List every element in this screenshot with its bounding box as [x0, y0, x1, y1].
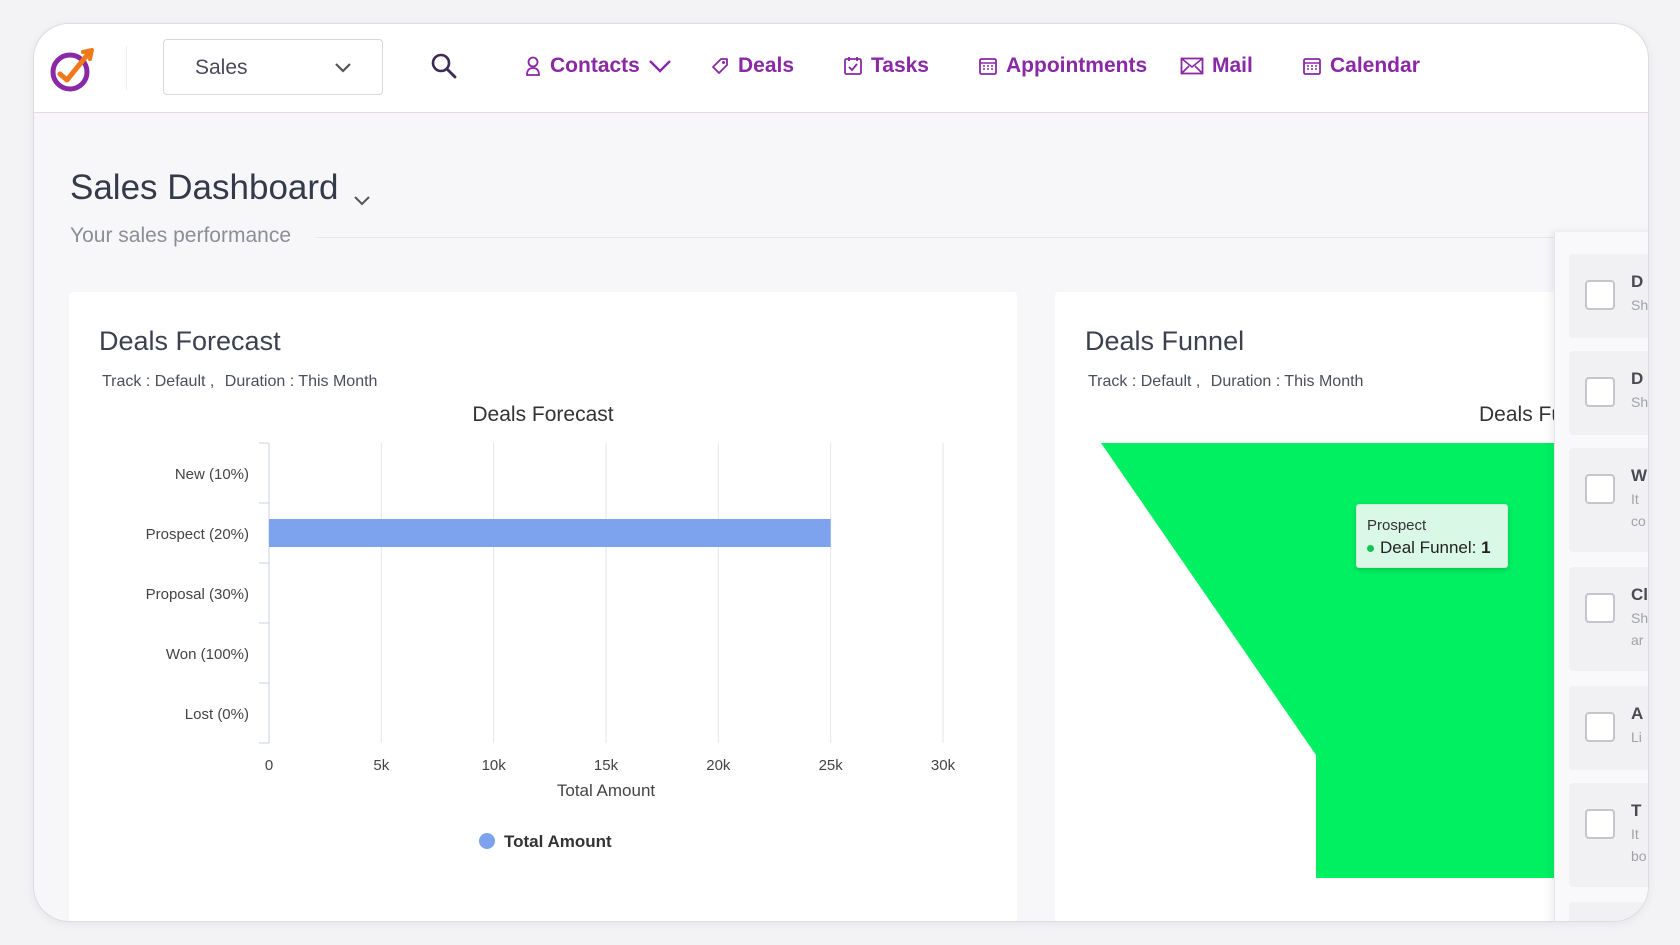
widget-picker-panel: D Sh D Sh W It co Cl Sh ar A Li T It bo	[1554, 232, 1649, 921]
widget-option-description: ar	[1631, 632, 1644, 648]
widget-option-description: co	[1631, 513, 1646, 529]
nav-tasks[interactable]: Tasks	[843, 54, 929, 78]
calendar-grid-icon	[979, 58, 997, 75]
widget-option-description: Sh	[1631, 610, 1649, 626]
y-tick-label: Won (100%)	[166, 646, 249, 663]
widget-option-item[interactable]	[1569, 902, 1648, 921]
nav-mail[interactable]: Mail	[1180, 54, 1253, 78]
task-icon	[844, 57, 862, 75]
widget-option-title: A	[1631, 704, 1644, 723]
deals-funnel-card: Deals Funnel Track : Default , Duration …	[1055, 292, 1615, 921]
widget-checkbox[interactable]	[1585, 593, 1615, 623]
legend-label: Total Amount	[504, 832, 612, 851]
chart-title: Deals Fu	[1479, 403, 1563, 426]
track-label: Track : Default ,	[1088, 373, 1201, 390]
mail-icon	[1180, 57, 1204, 75]
widget-option-description: bo	[1631, 848, 1647, 864]
deals-forecast-chart: Deals Forecast 0 5k 10k 15k 20k 25k 30k New (10%…	[146, 403, 956, 851]
widget-option-description: Li	[1631, 729, 1642, 745]
widget-option-title: D	[1631, 369, 1644, 388]
dashboard-content: Sales Dashboard Your sales performance D…	[34, 113, 1649, 921]
tag-icon	[712, 58, 728, 74]
chart-tooltip: Prospect Deal Funnel: 1	[1356, 504, 1508, 568]
tooltip-series-name: Deal Funnel:	[1380, 538, 1477, 557]
widget-checkbox[interactable]	[1585, 712, 1615, 742]
module-select[interactable]: Sales	[163, 39, 383, 95]
tooltip-value: 1	[1481, 538, 1491, 557]
widget-option-title: D	[1631, 272, 1644, 291]
card-filter-meta: Track : Default , Duration : This Month	[1088, 373, 1369, 391]
nav-contacts[interactable]: Contacts	[524, 54, 672, 78]
widget-option-description: It	[1631, 491, 1639, 507]
nav-deals[interactable]: Deals	[710, 54, 794, 78]
chevron-down-icon	[649, 60, 671, 73]
nav-appointments[interactable]: Appointments	[978, 54, 1147, 78]
series-dot-icon	[1367, 545, 1374, 553]
widget-option-item[interactable]: D Sh	[1569, 254, 1649, 338]
nav-mail-label: Mail	[1212, 54, 1253, 77]
nav-tasks-label: Tasks	[871, 54, 929, 77]
legend-marker	[479, 833, 495, 849]
x-tick-label: 10k	[482, 757, 507, 774]
module-select-value: Sales	[195, 56, 248, 79]
app-logo[interactable]	[48, 44, 98, 94]
top-navigation-bar: Sales Contacts Deals	[34, 24, 1648, 113]
user-icon	[526, 56, 540, 76]
widget-option-item[interactable]: D Sh	[1569, 351, 1649, 435]
bar	[269, 519, 831, 547]
nav-appointments-label: Appointments	[1006, 54, 1148, 77]
widget-option-item[interactable]: Cl Sh ar	[1569, 567, 1649, 671]
nav-contacts-label: Contacts	[550, 54, 640, 77]
widget-option-description: It	[1631, 826, 1639, 842]
deals-forecast-card: Deals Forecast Track : Default , Duratio…	[69, 292, 1017, 921]
x-tick-label: 5k	[373, 757, 389, 774]
deals-funnel-chart: Deals Fu	[1101, 403, 1615, 878]
search-icon[interactable]	[430, 52, 458, 80]
tooltip-category: Prospect	[1367, 517, 1427, 534]
chevron-down-icon	[335, 63, 351, 73]
y-tick-label: Prospect (20%)	[146, 526, 249, 543]
card-title: Deals Funnel	[1085, 326, 1245, 356]
x-tick-label: 20k	[706, 757, 731, 774]
x-tick-label: 0	[265, 757, 273, 774]
page-subtitle: Your sales performance	[70, 224, 292, 247]
tooltip-series: Deal Funnel: 1	[1367, 538, 1491, 558]
duration-label: Duration : This Month	[1210, 373, 1364, 390]
card-filter-meta: Track : Default , Duration : This Month	[102, 373, 383, 391]
x-tick-label: 30k	[931, 757, 956, 774]
logo-divider	[126, 46, 127, 90]
widget-option-description: Sh	[1631, 394, 1649, 410]
widget-option-title: T	[1631, 801, 1642, 820]
y-tick-label: Proposal (30%)	[146, 586, 249, 603]
x-tick-label: 25k	[819, 757, 844, 774]
widget-checkbox[interactable]	[1585, 377, 1615, 407]
chevron-down-icon[interactable]	[353, 195, 371, 207]
app-window: Sales Contacts Deals	[33, 23, 1649, 922]
y-tick-label: Lost (0%)	[185, 706, 249, 723]
divider	[316, 237, 1616, 238]
widget-option-description: Sh	[1631, 297, 1649, 313]
nav-deals-label: Deals	[738, 54, 795, 77]
nav-calendar[interactable]: Calendar	[1302, 54, 1420, 78]
y-tick-label: New (10%)	[175, 466, 249, 483]
x-tick-label: 15k	[594, 757, 619, 774]
widget-option-title: Cl	[1631, 585, 1648, 604]
calendar-grid-icon	[1303, 58, 1321, 75]
widget-checkbox[interactable]	[1585, 809, 1615, 839]
widget-option-item[interactable]: W It co	[1569, 448, 1648, 552]
duration-label: Duration : This Month	[224, 373, 378, 390]
widget-checkbox[interactable]	[1585, 280, 1615, 310]
nav-calendar-label: Calendar	[1330, 54, 1420, 77]
page-title: Sales Dashboard	[70, 168, 339, 207]
chart-title: Deals Forecast	[472, 403, 613, 426]
widget-checkbox[interactable]	[1585, 474, 1615, 504]
widget-option-item[interactable]: T It bo	[1569, 783, 1648, 887]
widget-option-item[interactable]: A Li	[1569, 686, 1648, 770]
card-title: Deals Forecast	[99, 326, 281, 356]
track-label: Track : Default ,	[102, 373, 215, 390]
x-axis-label: Total Amount	[557, 781, 656, 800]
widget-option-title: W	[1631, 466, 1648, 485]
